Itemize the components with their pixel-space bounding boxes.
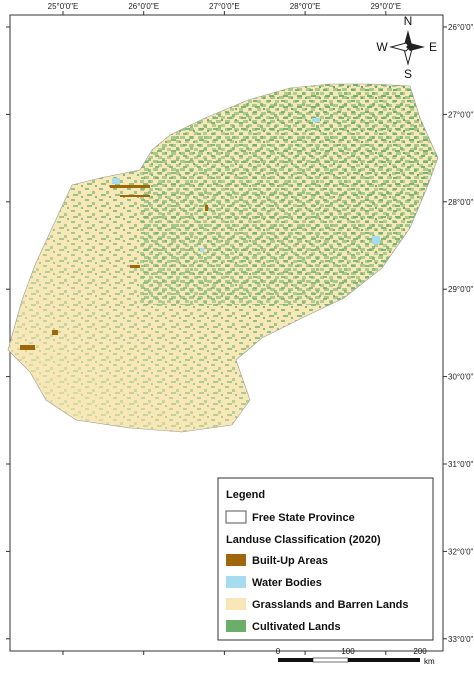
lat-label: 33°0'0"S — [448, 635, 474, 644]
lat-label: 28°0'0"S — [448, 198, 474, 207]
legend-boundary: Free State Province — [252, 512, 355, 524]
legend-swatch — [226, 598, 246, 610]
compass-w: W — [376, 40, 388, 54]
province-outline — [7, 83, 439, 433]
compass-e: E — [429, 40, 437, 54]
lat-label: 29°0'0"S — [448, 285, 474, 294]
lat-label: 30°0'0"S — [448, 373, 474, 382]
legend-subtitle: Landuse Classification (2020) — [226, 534, 381, 546]
legend-label: Cultivated Lands — [252, 621, 341, 633]
legend-swatch — [225, 510, 247, 524]
lon-label: 26°0'0"E — [128, 2, 159, 11]
legend-title: Legend — [226, 489, 265, 501]
scale-label: 0 — [276, 647, 281, 656]
lat-label: 27°0'0"S — [448, 110, 474, 119]
graticule: 25°0'0"E 26°0'0"E 27°0'0"E 28°0'0"E 29°0'0"E… — [6, 2, 474, 655]
lat-label: 26°0'0"S — [448, 23, 474, 32]
lat-label: 31°0'0"S — [448, 460, 474, 469]
compass-s: S — [404, 67, 412, 81]
compass: N S W E — [376, 14, 437, 81]
lon-label: 28°0'0"E — [290, 2, 321, 11]
legend-swatch — [226, 576, 246, 588]
legend-swatch — [226, 620, 246, 632]
lon-label: 29°0'0"E — [370, 2, 401, 11]
legend: Legend Free State Province Landuse Class… — [217, 477, 434, 641]
legend-box — [217, 477, 434, 641]
lon-label: 27°0'0"E — [209, 2, 240, 11]
scale-unit: km — [424, 657, 435, 666]
legend-label: Built-Up Areas — [252, 555, 328, 567]
legend-label: Grasslands and Barren Lands — [252, 599, 409, 611]
lon-label: 25°0'0"E — [48, 2, 79, 11]
lat-label: 32°0'0"S — [448, 547, 474, 556]
scale-label: 200 — [413, 647, 427, 656]
legend-swatch — [226, 554, 246, 566]
legend-label: Water Bodies — [252, 577, 322, 589]
scale-label: 100 — [341, 647, 355, 656]
compass-n: N — [404, 14, 413, 28]
